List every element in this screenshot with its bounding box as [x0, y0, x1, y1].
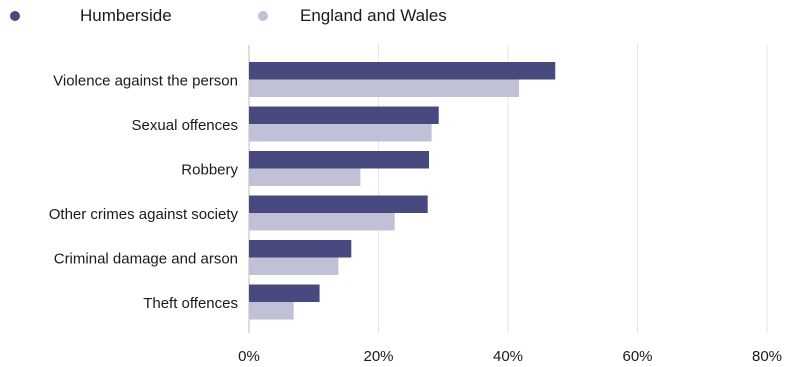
bar-humberside	[249, 240, 352, 258]
legend-label-humberside: Humberside	[80, 6, 172, 25]
y-tick-label: Theft offences	[143, 295, 238, 312]
bar-humberside	[249, 62, 556, 80]
legend-item-england-and-wales: England and Wales	[258, 4, 447, 28]
bar-humberside	[249, 106, 439, 124]
bar-england-and-wales	[249, 213, 395, 231]
bar-humberside	[249, 284, 320, 302]
chart-legend: Humberside England and Wales	[0, 0, 801, 34]
y-tick-label: Sexual offences	[132, 117, 238, 134]
bar-humberside	[249, 151, 430, 169]
bar-humberside	[249, 195, 428, 213]
x-tick-label: 80%	[752, 348, 782, 365]
y-tick-label: Criminal damage and arson	[54, 251, 238, 268]
x-tick-label: 40%	[493, 348, 523, 365]
bar-england-and-wales	[249, 257, 339, 275]
y-tick-label: Violence against the person	[53, 73, 238, 90]
legend-item-humberside: Humberside	[10, 4, 172, 28]
legend-marker-england-and-wales	[258, 11, 268, 21]
x-tick-label: 60%	[622, 348, 652, 365]
x-tick-label: 20%	[363, 348, 393, 365]
legend-marker-humberside	[10, 11, 20, 21]
bar-england-and-wales	[249, 79, 520, 97]
y-tick-label: Robbery	[181, 162, 238, 179]
legend-label-england-and-wales: England and Wales	[300, 6, 447, 25]
bar-england-and-wales	[249, 168, 361, 186]
bar-england-and-wales	[249, 302, 294, 320]
bar-england-and-wales	[249, 124, 432, 142]
y-tick-label: Other crimes against society	[49, 206, 239, 223]
x-tick-label: 0%	[238, 348, 260, 365]
